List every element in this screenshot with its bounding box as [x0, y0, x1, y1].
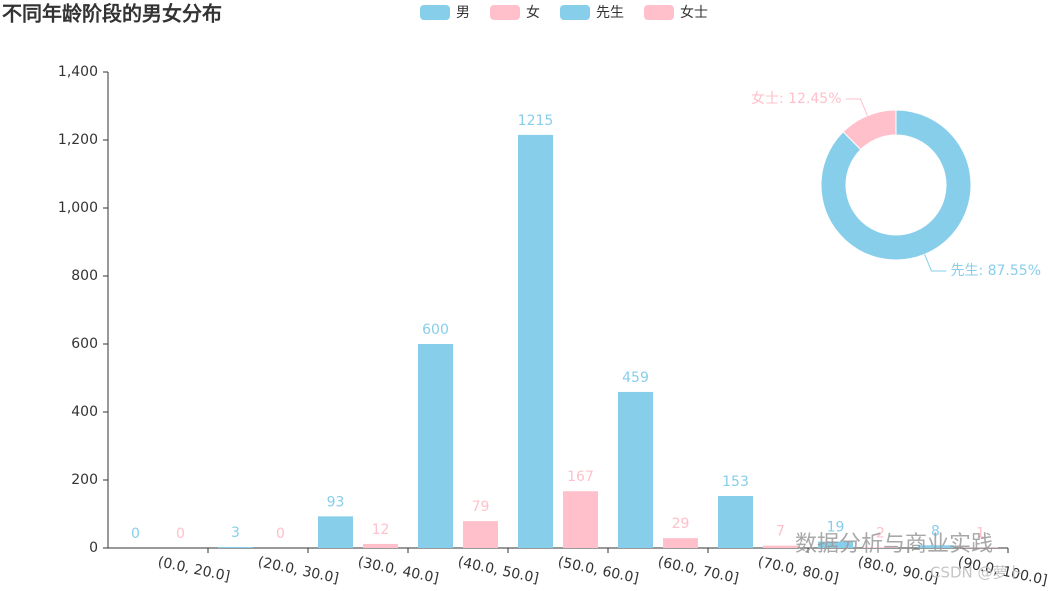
watermark: CSDN @萝卜 [930, 564, 1023, 582]
x-tick-label: (30.0, 40.0] [356, 554, 440, 587]
bar [718, 495, 753, 548]
bar [218, 546, 253, 548]
legend-swatch [560, 5, 590, 20]
label-line [924, 254, 947, 272]
value-label: 153 [722, 474, 749, 490]
y-tick-label: 600 [71, 336, 98, 352]
y-tick-label: 1,000 [58, 200, 98, 216]
legend-label: 女士 [680, 4, 708, 21]
chart-title: 不同年龄阶段的男女分布 [2, 2, 222, 26]
legend-label: 女 [526, 4, 540, 21]
y-tick-label: 1,400 [58, 64, 98, 80]
bar [818, 541, 853, 548]
y-tick-label: 800 [71, 268, 98, 284]
x-tick-label: (70.0, 80.0] [756, 554, 840, 587]
legend-swatch [490, 5, 520, 20]
bar [363, 543, 398, 548]
pie-label: 先生: 87.55% [950, 263, 1041, 279]
bar [318, 516, 353, 548]
value-label: 2 [876, 525, 885, 541]
value-label: 79 [472, 499, 490, 515]
value-label: 0 [276, 526, 285, 542]
value-label: 19 [827, 520, 845, 536]
value-label: 8 [931, 523, 940, 539]
bar [418, 344, 453, 548]
pie-slice [842, 109, 897, 151]
value-label: 3 [231, 525, 240, 541]
legend-label: 先生 [596, 5, 624, 21]
bar [663, 538, 698, 548]
watermark: 数据分析与商业实践 [795, 532, 993, 557]
bar [918, 545, 953, 548]
value-label: 29 [672, 516, 690, 532]
value-label: 12 [372, 522, 390, 538]
bar [763, 545, 798, 548]
y-tick-label: 1,200 [58, 132, 98, 148]
value-label: 1 [976, 526, 985, 542]
x-tick-label: (60.0, 70.0] [656, 554, 740, 587]
y-tick-label: 400 [71, 404, 98, 420]
legend-swatch [420, 5, 450, 20]
bar [518, 134, 553, 548]
x-tick-label: (40.0, 50.0] [456, 554, 540, 587]
bar [563, 491, 598, 548]
x-tick-label: (80.0, 90.0] [856, 554, 940, 587]
x-tick-label: (50.0, 60.0] [556, 554, 640, 587]
bar [463, 521, 498, 548]
pie-label: 女士: 12.45% [751, 90, 842, 107]
value-label: 600 [422, 322, 449, 338]
y-tick-label: 0 [89, 540, 98, 556]
x-tick-label: (20.0, 30.0] [256, 554, 340, 587]
y-tick-label: 200 [71, 472, 98, 488]
value-label: 167 [567, 469, 594, 485]
x-tick-label: (0.0, 20.0] [156, 554, 231, 585]
bar [863, 547, 898, 548]
label-line [845, 98, 868, 116]
value-label: 459 [622, 370, 649, 386]
value-label: 0 [176, 526, 185, 542]
legend-label: 男 [456, 5, 470, 21]
value-label: 1215 [518, 113, 554, 129]
value-label: 0 [131, 526, 140, 542]
value-label: 93 [327, 494, 345, 510]
legend-swatch [644, 5, 674, 20]
bar [618, 391, 653, 548]
value-label: 7 [776, 524, 785, 540]
